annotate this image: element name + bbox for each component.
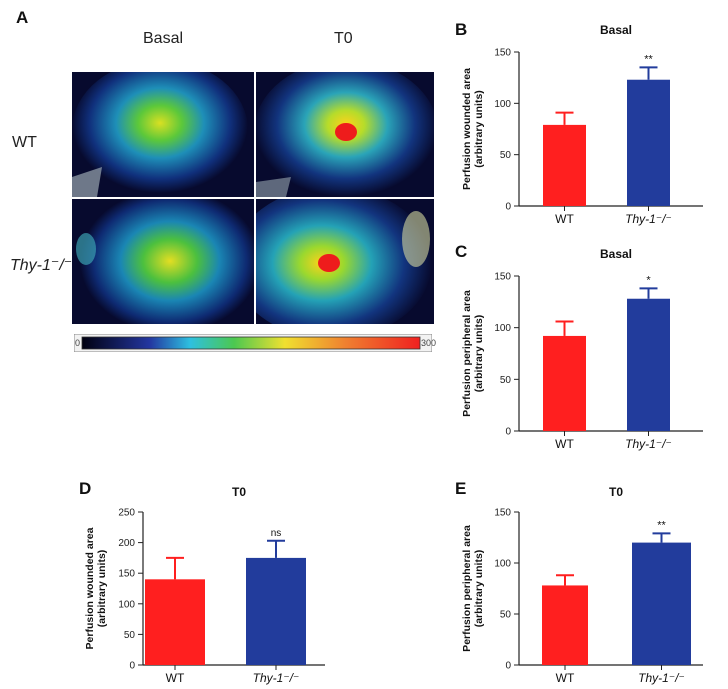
- chart-c-bar-wt: [543, 335, 586, 431]
- panel-b-letter: B: [455, 20, 467, 39]
- perfusion-image-wt-t0: [256, 72, 434, 197]
- chart-e-x-tick-label: Thy-1⁻/⁻: [638, 671, 685, 685]
- chart-b-significance-label: **: [644, 53, 653, 65]
- colorbar-min-label: 0: [75, 338, 81, 348]
- chart-c-x-tick-label: WT: [555, 437, 574, 451]
- chart-e-y-tick-label: 150: [494, 508, 511, 519]
- perfusion-image-wt-basal: [72, 72, 254, 197]
- chart-d-y-label: Perfusion wounded area(arbitrary units): [84, 527, 108, 649]
- chart-d-significance-label: ns: [271, 528, 282, 539]
- chart-e-bar-wt: [542, 585, 588, 665]
- chart-b-x-tick-label: WT: [555, 212, 574, 226]
- chart-d-y-tick-label: 150: [118, 569, 135, 580]
- chart-e-y-tick-label: 100: [494, 559, 511, 570]
- chart-c-y-label-line: Perfusion peripheral area: [461, 290, 473, 417]
- chart-c-y-tick-label: 50: [500, 375, 512, 386]
- chart-e-significance-label: **: [657, 519, 666, 531]
- chart-e-y-tick-label: 0: [505, 661, 511, 672]
- chart-c-y-tick-label: 150: [494, 272, 511, 283]
- chart-e-x-tick-label: WT: [556, 671, 575, 685]
- perfusion-colorbar: [73, 333, 433, 353]
- chart-d-x-tick-label: Thy-1⁻/⁻: [253, 671, 300, 685]
- chart-d-y-tick-label: 250: [118, 508, 135, 519]
- chart-d-bar-wt: [145, 579, 205, 665]
- panel-a-letter: A: [16, 8, 29, 27]
- row-label-wt: WT: [12, 134, 37, 151]
- chart-c-x-tick-label: Thy-1⁻/⁻: [625, 437, 672, 451]
- chart-d-y-label-line: (arbitrary units): [96, 550, 108, 628]
- chart-b-title: Basal: [600, 23, 632, 37]
- chart-e-y-tick-label: 50: [500, 610, 512, 621]
- chart-b-y-label-line: (arbitrary units): [473, 90, 485, 168]
- chart-d-y-label-line: Perfusion wounded area: [84, 527, 96, 649]
- chart-c-title: Basal: [600, 247, 632, 261]
- chart-d-bar-thy1: [246, 557, 306, 665]
- chart-d-y-tick-label: 0: [129, 661, 135, 672]
- chart-c-bar-thy1: [627, 298, 670, 431]
- chart-c-y-tick-label: 100: [494, 323, 511, 334]
- column-label-t0: T0: [334, 30, 353, 47]
- chart-b-y-tick-label: 100: [494, 99, 511, 110]
- chart-e-title: T0: [609, 485, 623, 499]
- perfusion-image-thy1-t0: [256, 199, 434, 324]
- chart-c-y-tick-label: 0: [505, 427, 511, 438]
- chart-e-y-label: Perfusion peripheral area(arbitrary unit…: [461, 525, 485, 652]
- chart-b-y-tick-label: 0: [505, 202, 511, 213]
- chart-e-y-label-line: Perfusion peripheral area: [461, 525, 473, 652]
- chart-d-x-tick-label: WT: [166, 671, 185, 685]
- row-label-thy1: Thy-1⁻/⁻: [10, 257, 73, 274]
- column-label-basal: Basal: [143, 30, 184, 47]
- chart-b-x-tick-label: Thy-1⁻/⁻: [625, 212, 672, 226]
- chart-c-y-label-line: (arbitrary units): [473, 315, 485, 393]
- colorbar-max-label: 300: [421, 338, 437, 348]
- chart-b-y-label-line: Perfusion wounded area: [461, 68, 473, 190]
- chart-b-y-label: Perfusion wounded area(arbitrary units): [461, 68, 485, 190]
- chart-b-y-tick-label: 150: [494, 48, 511, 59]
- perfusion-image-thy1-basal: [72, 199, 254, 324]
- chart-c-significance-label: *: [646, 274, 651, 286]
- panel-d-letter: D: [79, 479, 91, 498]
- chart-b-bar-thy1: [627, 79, 670, 206]
- chart-b-bar-wt: [543, 124, 586, 206]
- chart-d-y-tick-label: 100: [118, 599, 135, 610]
- chart-d-y-tick-label: 50: [124, 630, 136, 641]
- chart-b-y-tick-label: 50: [500, 150, 512, 161]
- chart-d-y-tick-label: 200: [118, 538, 135, 549]
- chart-e-bar-thy1: [632, 542, 691, 665]
- chart-e-y-label-line: (arbitrary units): [473, 550, 485, 628]
- panel-c-letter: C: [455, 242, 467, 261]
- chart-c-y-label: Perfusion peripheral area(arbitrary unit…: [461, 290, 485, 417]
- chart-d-title: T0: [232, 485, 246, 499]
- panel-e-letter: E: [455, 479, 466, 498]
